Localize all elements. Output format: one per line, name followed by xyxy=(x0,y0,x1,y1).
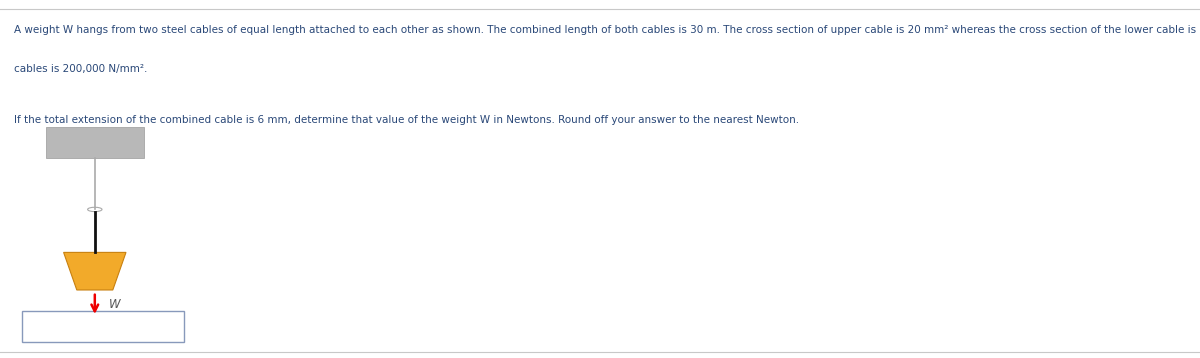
Bar xyxy=(22,311,184,342)
Bar xyxy=(46,127,144,158)
Polygon shape xyxy=(64,252,126,290)
Text: A weight W hangs from two steel cables of equal length attached to each other as: A weight W hangs from two steel cables o… xyxy=(14,25,1200,35)
Text: W: W xyxy=(109,298,121,311)
Text: cables is 200,000 N/mm².: cables is 200,000 N/mm². xyxy=(14,64,148,74)
Text: If the total extension of the combined cable is 6 mm, determine that value of th: If the total extension of the combined c… xyxy=(14,115,799,125)
